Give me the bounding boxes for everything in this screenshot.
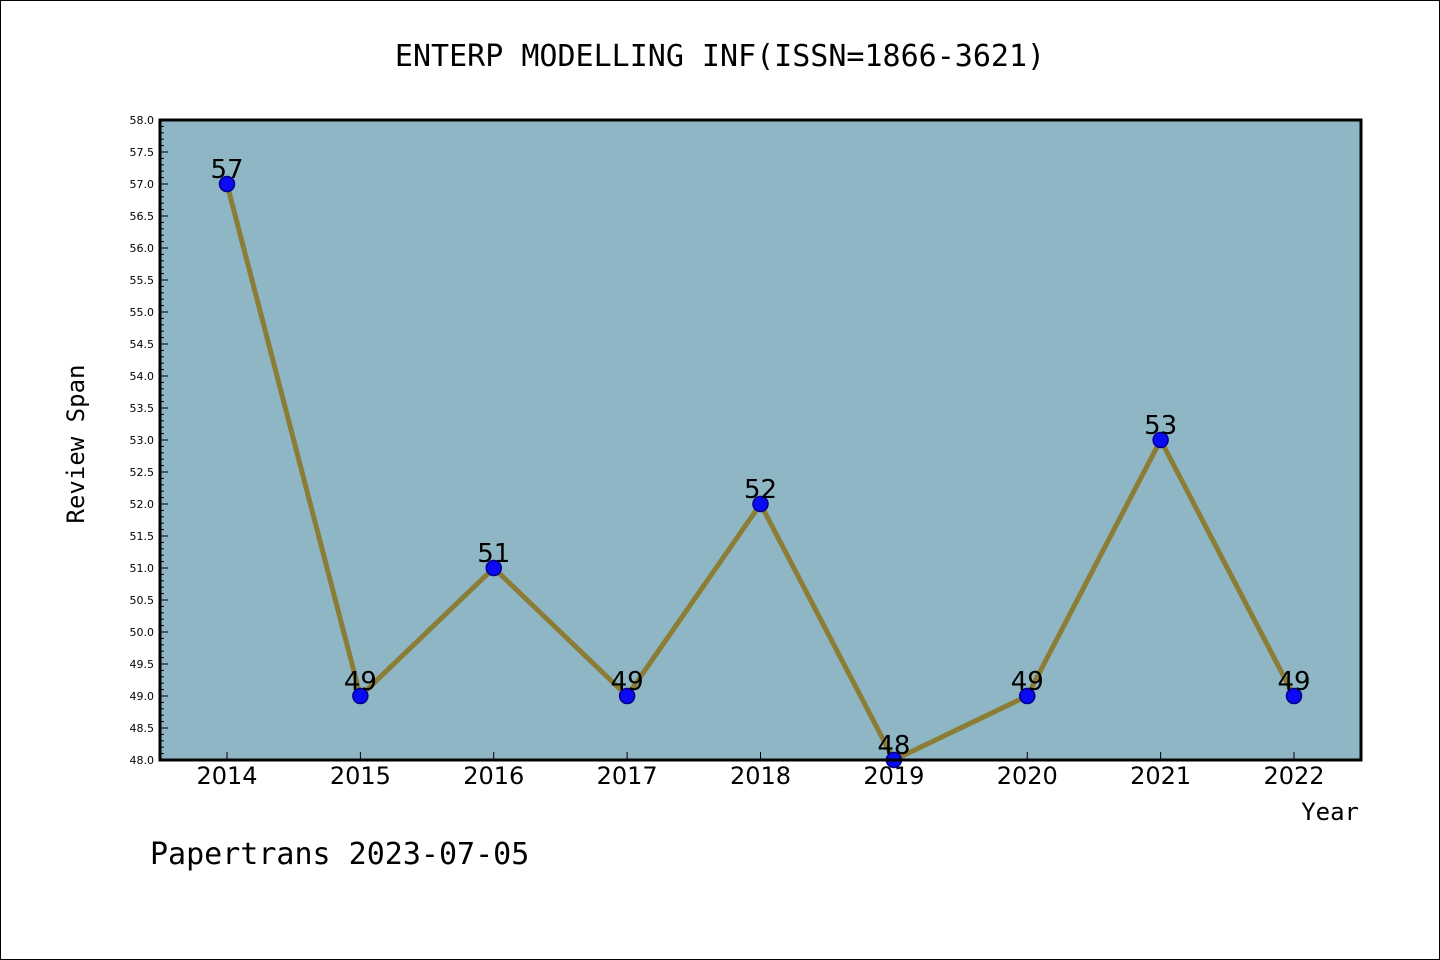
- y-tick-label: 58.0: [130, 114, 155, 127]
- x-tick-label: 2017: [597, 762, 658, 790]
- data-label: 52: [744, 475, 777, 505]
- data-markers: [218, 175, 1303, 769]
- y-tick-label: 48.0: [130, 754, 155, 767]
- y-tick-label: 53.0: [130, 434, 155, 447]
- data-point: [1285, 687, 1303, 705]
- chart-title: ENTERP MODELLING INF(ISSN=1866-3621): [395, 39, 1045, 74]
- x-tick-label: 2014: [196, 762, 257, 790]
- data-point: [485, 559, 502, 577]
- footer-text: Papertrans 2023-07-05: [150, 837, 529, 872]
- y-tick-label: 57.0: [130, 178, 155, 191]
- data-point: [352, 687, 369, 705]
- y-axis-label: Review Span: [62, 365, 90, 524]
- y-tick-label: 56.0: [130, 242, 155, 255]
- y-tick-label: 50.5: [130, 594, 155, 607]
- data-label: 49: [1011, 667, 1044, 697]
- data-point: [218, 175, 236, 193]
- x-tick-label: 2021: [1130, 762, 1191, 790]
- y-tick-label: 53.5: [130, 402, 155, 415]
- x-tick-label: 2016: [463, 762, 524, 790]
- data-point: [618, 687, 636, 705]
- data-label: 53: [1144, 411, 1177, 441]
- x-tick-label: 2022: [1263, 762, 1324, 790]
- y-tick-label: 49.0: [130, 690, 155, 703]
- y-tick-label: 55.5: [130, 274, 155, 287]
- x-tick-label: 2015: [330, 762, 391, 790]
- y-tick-label: 49.5: [130, 658, 155, 671]
- data-point: [1019, 687, 1036, 705]
- data-point: [752, 495, 769, 513]
- y-tick-label: 52.0: [130, 498, 155, 511]
- data-label: 49: [344, 667, 377, 697]
- y-tick-label: 54.5: [130, 338, 155, 351]
- y-tick-label: 48.5: [130, 722, 155, 735]
- y-tick-label: 51.5: [130, 530, 155, 543]
- y-tick-label: 54.0: [130, 370, 155, 383]
- data-label: 49: [611, 667, 644, 697]
- plot-border: [158, 118, 1363, 762]
- data-labels: 57 49 51 49 52 48 49 53 49: [210, 155, 1310, 761]
- data-label: 48: [877, 731, 910, 761]
- plot-area: [160, 120, 1361, 760]
- y-tick-label: 52.5: [130, 466, 155, 479]
- y-tick-label: 56.5: [130, 210, 155, 223]
- y-tick-label: 57.5: [130, 146, 155, 159]
- data-point: [1152, 431, 1169, 449]
- data-label: 49: [1277, 667, 1310, 697]
- data-label: 51: [477, 539, 510, 569]
- y-tick-label: 50.0: [130, 626, 155, 639]
- x-axis: 2014 2015 2016 2017 2018 2019 2020 2021 2022: [196, 752, 1325, 790]
- x-tick-label: 2020: [997, 762, 1058, 790]
- data-label: 57: [210, 155, 243, 185]
- x-axis-label: Year: [1301, 798, 1359, 826]
- y-tick-label: 51.0: [130, 562, 155, 575]
- x-tick-label: 2018: [730, 762, 791, 790]
- y-tick-label: 55.0: [130, 306, 155, 319]
